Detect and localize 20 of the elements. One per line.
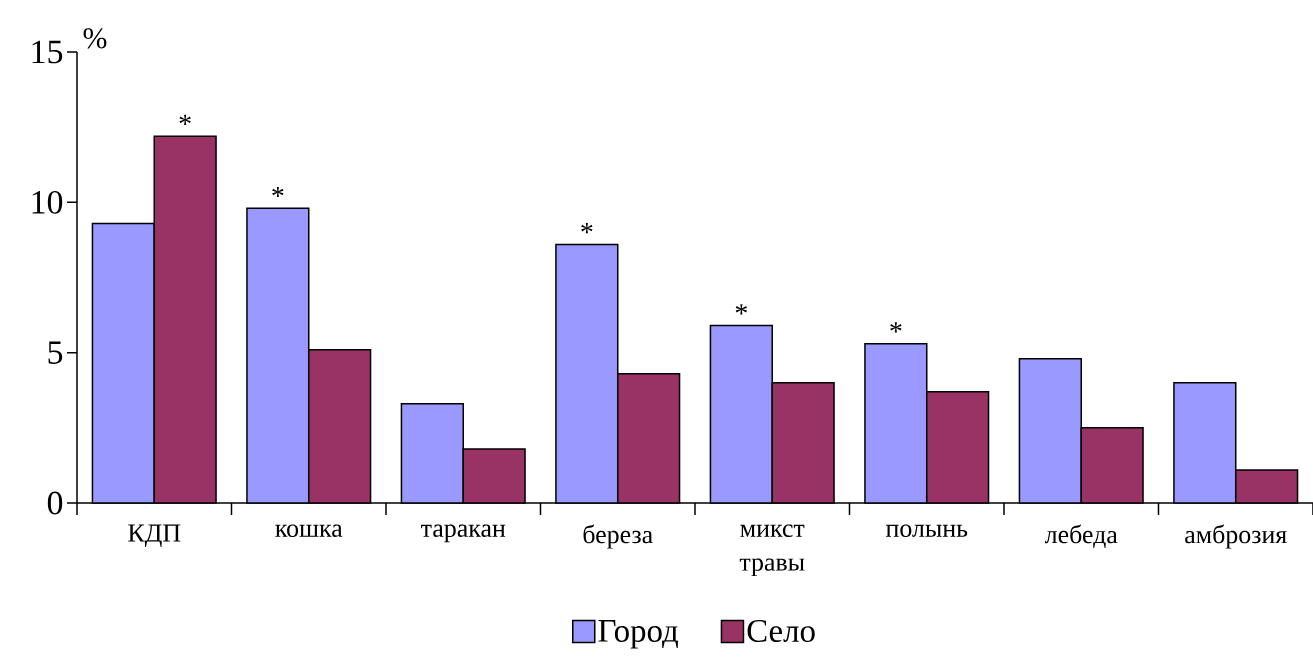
y-axis-title: % bbox=[83, 28, 107, 49]
y-tick-label: 0 bbox=[47, 491, 63, 515]
x-tick-label: кошка bbox=[275, 524, 343, 537]
y-tick-label: 10 bbox=[32, 190, 63, 214]
annotation: * bbox=[890, 322, 902, 333]
x-tick-label: амброзия bbox=[1185, 524, 1287, 549]
y-tick-label: 5 bbox=[48, 341, 63, 364]
x-tick-label: полынь bbox=[885, 524, 968, 537]
annotation: * bbox=[581, 222, 593, 234]
x-tick-label: микст травы bbox=[739, 524, 805, 577]
x-tick-label: КДП bbox=[128, 524, 181, 547]
legend-label: Город bbox=[598, 620, 678, 649]
x-tick-label: береза bbox=[583, 524, 653, 549]
annotation: * bbox=[735, 304, 747, 315]
x-tick-label: лебеда bbox=[1044, 524, 1118, 549]
annotation: * bbox=[272, 186, 284, 198]
x-tick-label: таракан bbox=[421, 524, 506, 543]
legend-label: Село bbox=[747, 619, 815, 643]
y-tick-label: 15 bbox=[32, 40, 63, 64]
annotation: * bbox=[179, 114, 191, 125]
